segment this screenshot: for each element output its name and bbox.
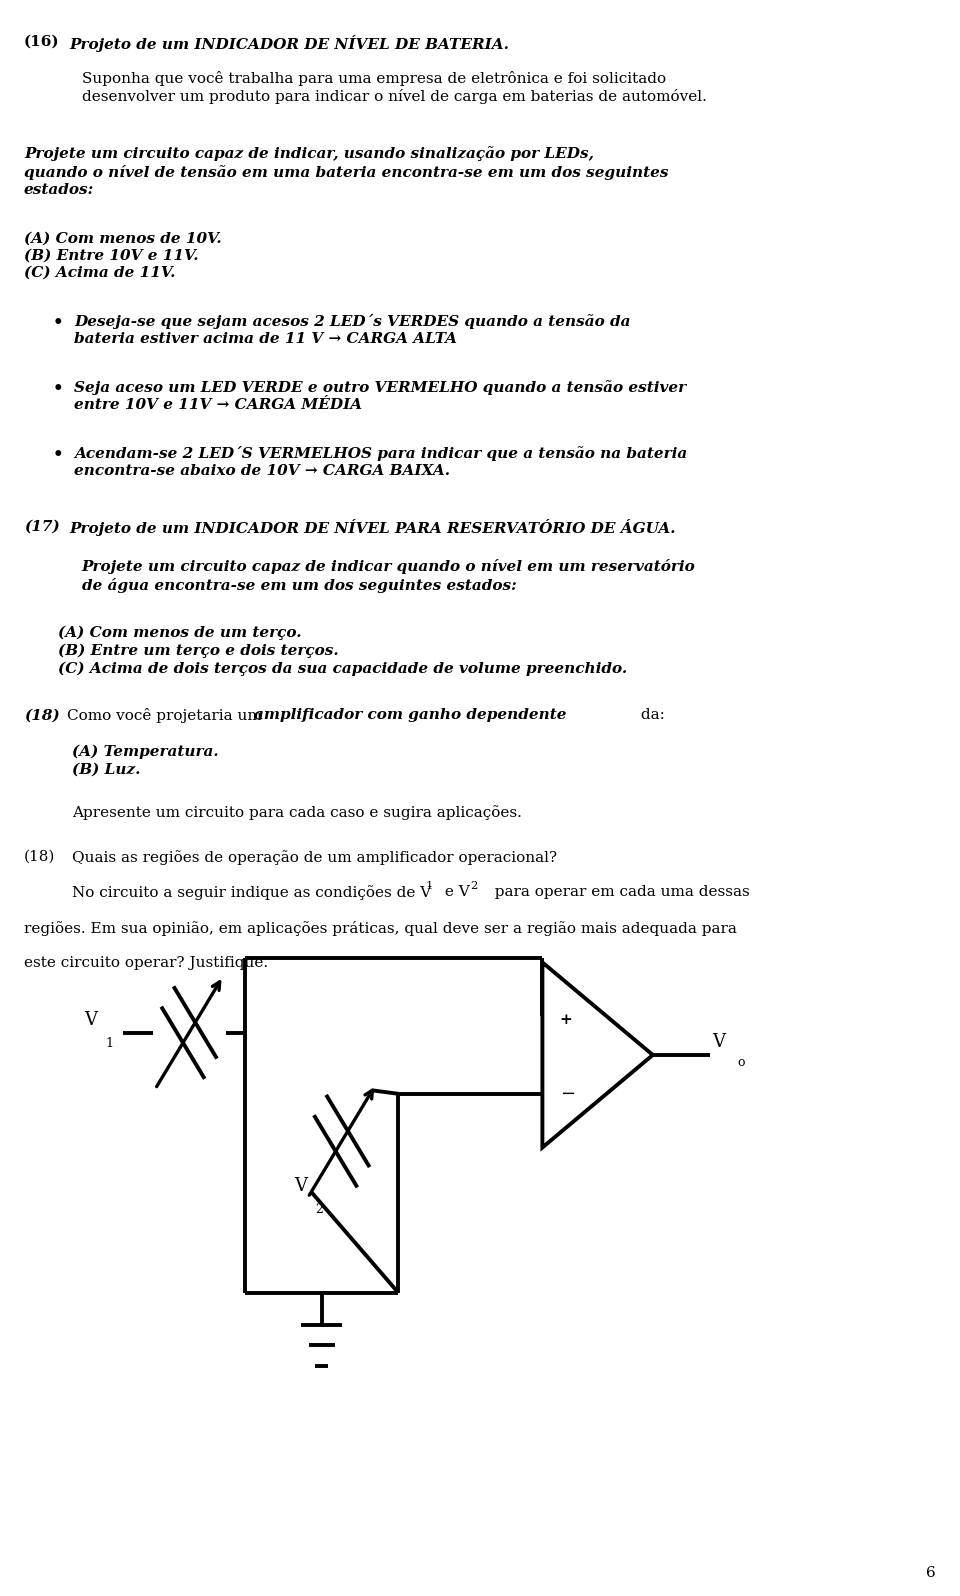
Text: 2: 2 <box>470 881 478 891</box>
Text: V: V <box>294 1176 307 1195</box>
Text: este circuito operar? Justifique.: este circuito operar? Justifique. <box>24 956 268 970</box>
Text: 6: 6 <box>926 1566 936 1580</box>
Text: −: − <box>560 1085 575 1103</box>
Text: para operar em cada uma dessas: para operar em cada uma dessas <box>485 886 750 900</box>
Text: 2: 2 <box>315 1203 323 1216</box>
Text: da:: da: <box>636 709 664 723</box>
Text: •: • <box>53 314 63 330</box>
Text: (18): (18) <box>24 709 60 723</box>
Text: amplificador com ganho dependente: amplificador com ganho dependente <box>254 709 567 723</box>
Text: Projete um circuito capaz de indicar, usando sinalização por LEDs,
quando o níve: Projete um circuito capaz de indicar, us… <box>24 147 668 196</box>
Text: No circuito a seguir indique as condições de V: No circuito a seguir indique as condiçõe… <box>72 886 431 900</box>
Text: V: V <box>712 1033 726 1052</box>
Text: •: • <box>53 380 63 397</box>
Text: Acendam-se 2 LED´S VERMELHOS para indicar que a tensão na bateria
encontra-se ab: Acendam-se 2 LED´S VERMELHOS para indica… <box>74 447 687 479</box>
Text: (17): (17) <box>24 519 60 533</box>
Text: e V: e V <box>440 886 469 900</box>
Text: Seja aceso um LED VERDE e outro VERMELHO quando a tensão estiver
entre 10V e 11V: Seja aceso um LED VERDE e outro VERMELHO… <box>74 380 686 412</box>
Text: 1: 1 <box>106 1037 113 1050</box>
Text: Apresente um circuito para cada caso e sugira aplicações.: Apresente um circuito para cada caso e s… <box>72 804 522 820</box>
Text: Projeto de um INDICADOR DE NÍVEL PARA RESERVATÓRIO DE ÁGUA.: Projeto de um INDICADOR DE NÍVEL PARA RE… <box>69 519 676 536</box>
Text: (A) Com menos de um terço.
(B) Entre um terço e dois terços.
(C) Acima de dois t: (A) Com menos de um terço. (B) Entre um … <box>58 626 627 675</box>
Text: V: V <box>84 1010 98 1029</box>
Text: Deseja-se que sejam acesos 2 LED´s VERDES quando a tensão da
bateria estiver aci: Deseja-se que sejam acesos 2 LED´s VERDE… <box>74 314 631 346</box>
Text: (A) Temperatura.
(B) Luz.: (A) Temperatura. (B) Luz. <box>72 745 219 777</box>
Text: regiões. Em sua opinião, em aplicações práticas, qual deve ser a região mais ade: regiões. Em sua opinião, em aplicações p… <box>24 921 737 935</box>
Text: 1: 1 <box>425 881 433 891</box>
Text: Projeto de um INDICADOR DE NÍVEL DE BATERIA.: Projeto de um INDICADOR DE NÍVEL DE BATE… <box>69 35 509 53</box>
Text: Suponha que você trabalha para uma empresa de eletrônica e foi solicitado
desenv: Suponha que você trabalha para uma empre… <box>82 70 707 104</box>
Text: (18): (18) <box>24 851 56 863</box>
Text: o: o <box>737 1057 745 1069</box>
Text: Quais as regiões de operação de um amplificador operacional?: Quais as regiões de operação de um ampli… <box>72 851 557 865</box>
Text: +: + <box>560 1013 572 1026</box>
Text: Como você projetaria um: Como você projetaria um <box>67 709 267 723</box>
Text: (A) Com menos de 10V.
(B) Entre 10V e 11V.
(C) Acima de 11V.: (A) Com menos de 10V. (B) Entre 10V e 11… <box>24 231 222 279</box>
Text: (16): (16) <box>24 35 60 49</box>
Text: •: • <box>53 447 63 463</box>
Text: Projete um circuito capaz de indicar quando o nível em um reservatório
de água e: Projete um circuito capaz de indicar qua… <box>82 560 695 594</box>
